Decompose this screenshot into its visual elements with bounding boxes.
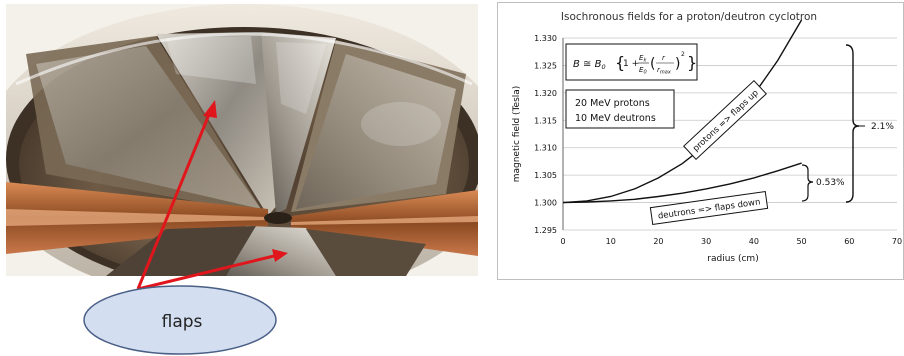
series-line-protons bbox=[562, 19, 803, 204]
svg-text:): ) bbox=[675, 56, 680, 72]
formula-one-plus: 1 + bbox=[623, 59, 639, 69]
protons-percent-label: 2.1% bbox=[871, 122, 894, 132]
x-tick-label-2: 20 bbox=[653, 237, 663, 246]
x-tick-label-7: 70 bbox=[892, 237, 902, 246]
svg-text:}: } bbox=[687, 53, 697, 72]
y-tick-label-7: 1.330 bbox=[534, 34, 557, 43]
formula-ek: E bbox=[639, 54, 644, 62]
y-tick-label-4: 1.315 bbox=[534, 116, 557, 125]
svg-text:B ≅ B0: B ≅ B0 bbox=[573, 59, 606, 71]
y-tick-label-2: 1.305 bbox=[534, 171, 557, 180]
formula-power: 2 bbox=[681, 51, 685, 58]
conditions-line-2: 10 MeV deutrons bbox=[575, 113, 656, 124]
deutrons-percent-label: 0.53% bbox=[816, 178, 845, 188]
formula-ek-sub: k bbox=[643, 58, 647, 64]
y-tick-label-1: 1.300 bbox=[534, 199, 557, 208]
cyclotron-photo bbox=[6, 4, 478, 276]
svg-text:rmax: rmax bbox=[657, 66, 671, 76]
formula-rmax-sub: max bbox=[660, 70, 671, 76]
x-tick-label-0: 0 bbox=[560, 237, 565, 246]
formula-box: B ≅ B0 { 1 + Ek E0 ( r rmax ) 2 } bbox=[565, 43, 698, 81]
x-tick-label-1: 10 bbox=[606, 237, 616, 246]
formula-lhs-sub: 0 bbox=[601, 63, 605, 71]
chart-axes: 1.295 1.300 1.305 1.310 1.315 1.320 1.325 1.330… bbox=[534, 34, 902, 246]
flaps-callout-bubble bbox=[83, 285, 277, 355]
svg-text:Ek: Ek bbox=[639, 54, 647, 64]
protons-range-bracket bbox=[845, 44, 865, 203]
y-tick-label-3: 1.310 bbox=[534, 144, 557, 153]
chart-title: Isochronous fields for a proton/deutron … bbox=[561, 11, 817, 23]
y-tick-label-6: 1.325 bbox=[534, 61, 557, 70]
deutrons-range-bracket bbox=[801, 164, 814, 202]
x-axis-label: radius (cm) bbox=[707, 254, 758, 264]
x-tick-label-5: 50 bbox=[796, 237, 806, 246]
chart-series bbox=[562, 19, 803, 204]
conditions-line-1: 20 MeV protons bbox=[575, 98, 650, 109]
formula-e0-sub: 0 bbox=[643, 70, 646, 76]
formula-rmax: r bbox=[657, 66, 661, 74]
svg-text:(: ( bbox=[650, 56, 655, 72]
conditions-box: 20 MeV protons 10 MeV deutrons bbox=[565, 89, 675, 129]
x-tick-label-3: 30 bbox=[701, 237, 711, 246]
isochronous-field-chart: Isochronous fields for a proton/deutron … bbox=[497, 2, 904, 280]
series-line-deutrons bbox=[562, 162, 802, 204]
flaps-callout-label: flaps bbox=[162, 312, 203, 332]
formula-e0: E bbox=[639, 66, 644, 74]
x-tick-label-6: 60 bbox=[844, 237, 854, 246]
svg-text:{: { bbox=[615, 53, 625, 72]
y-tick-label-5: 1.320 bbox=[534, 89, 557, 98]
y-tick-label-0: 1.295 bbox=[534, 226, 557, 235]
x-tick-label-4: 40 bbox=[749, 237, 759, 246]
formula-lhs: B ≅ B bbox=[573, 59, 602, 70]
svg-text:E0: E0 bbox=[639, 66, 647, 76]
y-axis-label: magnetic field (Tesla) bbox=[512, 86, 522, 183]
formula-r: r bbox=[662, 54, 666, 62]
